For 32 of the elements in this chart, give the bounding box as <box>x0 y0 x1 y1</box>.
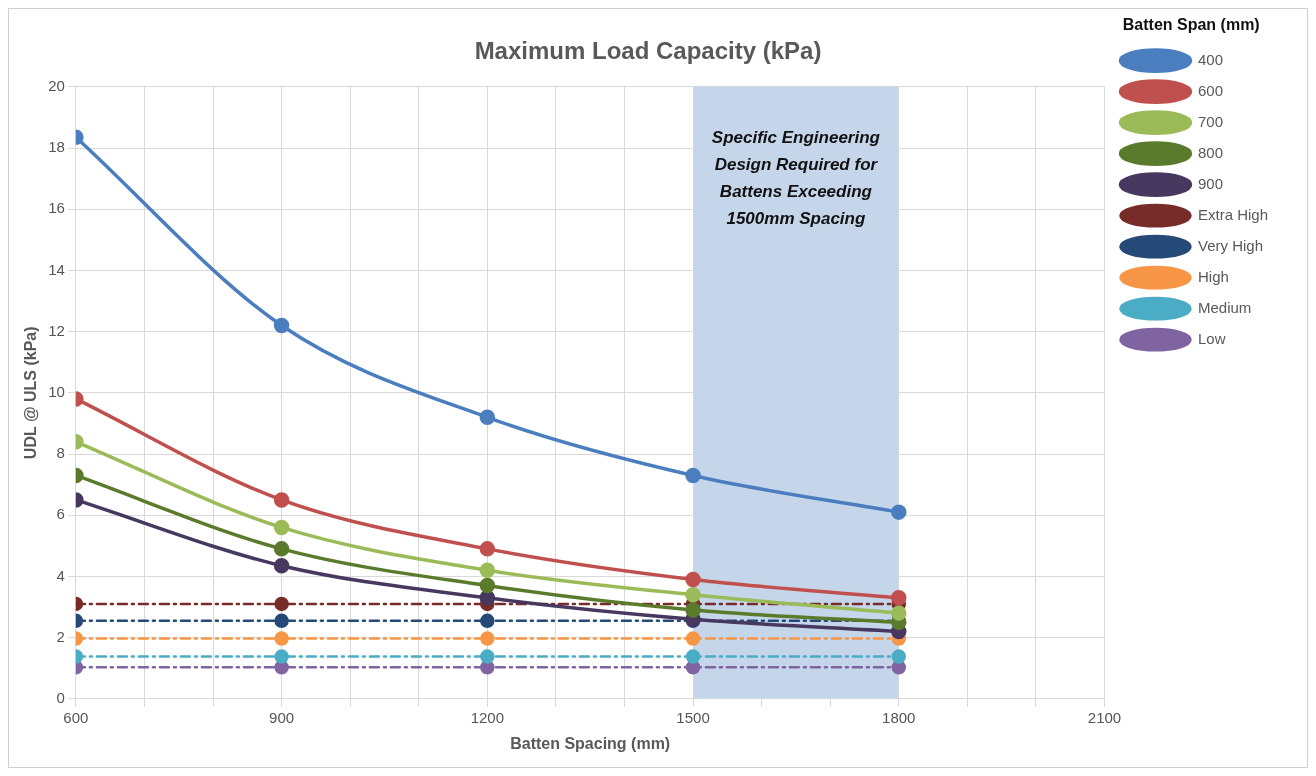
x-tick-label: 900 <box>269 708 295 726</box>
y-axis-title: UDL @ ULS (kPa) <box>22 326 40 460</box>
y-tick-label: 16 <box>48 199 65 217</box>
band-label: Specific Engineering Design Required for Battens Exceeding 1500mm Spacing <box>711 128 881 229</box>
y-tick-label: 18 <box>48 138 65 156</box>
legend-label: 600 <box>1197 81 1223 99</box>
legend-label: Low <box>1197 329 1226 347</box>
legend-label: 400 <box>1197 50 1223 68</box>
y-tick-label: 10 <box>48 382 65 400</box>
y-tick-label: 12 <box>48 321 65 339</box>
legend-label: Very High <box>1197 236 1264 254</box>
y-tick-label: 14 <box>48 260 65 278</box>
legend-label: Medium <box>1197 298 1252 316</box>
x-tick-label: 600 <box>63 708 89 726</box>
x-tick-label: 1500 <box>676 708 710 726</box>
x-tick-label: 2100 <box>1087 708 1122 726</box>
legend-label: High <box>1197 267 1229 285</box>
legend-label: 800 <box>1197 143 1223 161</box>
y-tick-label: 20 <box>48 76 65 94</box>
y-tick-label: 2 <box>56 627 65 645</box>
y-tick-label: 8 <box>56 444 65 462</box>
legend-label: 900 <box>1197 174 1223 192</box>
y-tick-label: 6 <box>56 505 65 523</box>
x-axis-title: Batten Spacing (mm) <box>510 734 671 752</box>
legend-title: Batten Span (mm) <box>1122 16 1260 34</box>
chart-title: Maximum Load Capacity (kPa) <box>474 37 822 65</box>
x-tick-label: 1200 <box>470 708 505 726</box>
y-tick-label: 4 <box>56 566 65 584</box>
x-tick-label: 1800 <box>882 708 916 726</box>
y-tick-label: 0 <box>56 688 65 706</box>
legend-label: Extra High <box>1197 205 1268 223</box>
legend-label: 700 <box>1197 112 1223 130</box>
